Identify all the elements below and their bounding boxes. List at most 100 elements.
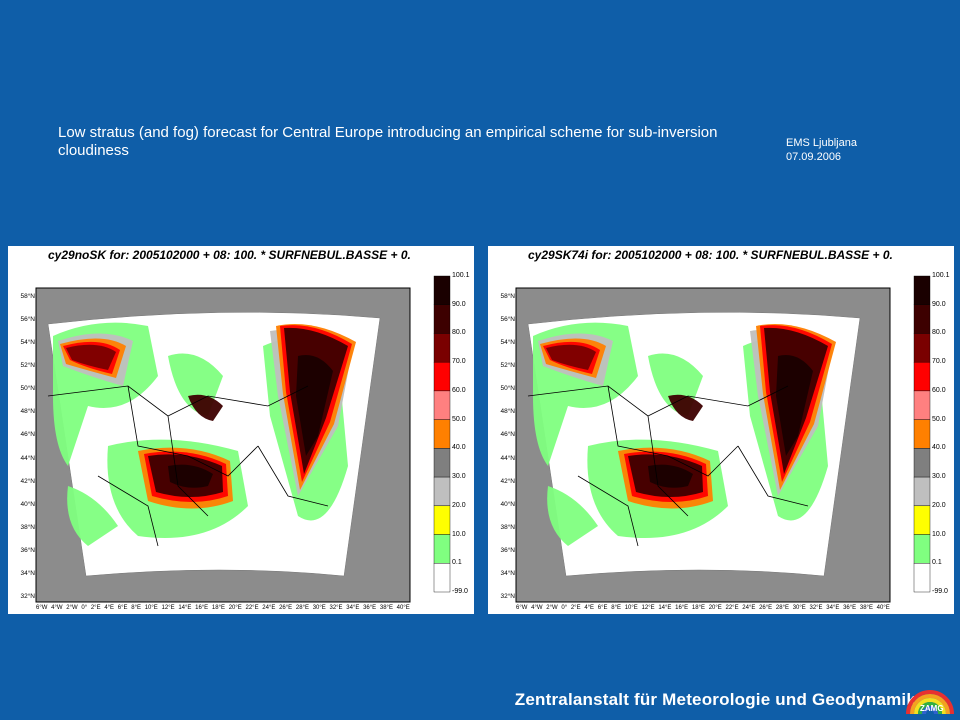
cloud-cover-region [776,355,813,456]
latitude-label: 56°N [20,316,35,324]
cloud-cover-field [533,322,836,546]
latitude-label: 54°N [500,339,515,347]
map-title: cy29SK74i for: 2005102000 + 08: 100. * S… [528,248,893,262]
latitude-label: 44°N [500,454,515,462]
longitude-label: 12°E [641,605,655,611]
colorbar-label: 100.1 [452,272,470,279]
colorbar-segment [433,563,451,593]
longitude-axis: 6°W 4°W 2°W 0° 2°E 4°E 6°E 8°E 10°E 12°E 14°E 16°E 1… [516,604,890,613]
longitude-label: 34°E [826,605,840,611]
latitude-label: 52°N [500,362,515,370]
latitude-label: 46°N [20,431,35,439]
longitude-label: 2°W [546,605,558,611]
latitude-label: 54°N [20,339,35,347]
event-date: 07.09.2006 [786,151,842,163]
longitude-label: 40°E [876,605,890,611]
longitude-label: 4°W [51,605,63,611]
colorbar-segment [433,333,451,363]
longitude-label: 20°E [708,605,722,611]
map-title: cy29noSK for: 2005102000 + 08: 100. * SU… [48,248,411,262]
longitude-label: 26°E [279,605,293,611]
colorbar-segment [913,476,931,507]
event-name: EMS Ljubljana [786,137,857,149]
longitude-label: 14°E [178,605,192,611]
latitude-label: 46°N [500,431,515,439]
longitude-label: 28°E [775,605,789,611]
longitude-label: 4°E [584,605,595,611]
colorbar-label: 30.0 [932,473,946,481]
map-plot [35,275,451,603]
longitude-label: 6°W [516,605,528,611]
longitude-label: 22°E [725,605,739,611]
colorbar-label: 60.0 [932,386,946,394]
longitude-label: 18°E [211,605,225,611]
colorbar-label: 60.0 [452,386,466,394]
colorbar-label: 40.0 [932,444,946,452]
map-panel-right: cy29SK74i for: 2005102000 + 08: 100. * S… [488,246,954,614]
latitude-label: 48°N [20,408,35,416]
cloud-cover-region [67,486,118,546]
longitude-label: 36°E [363,605,377,611]
colorbar-segment [913,448,931,478]
colorbar-label: 100.1 [932,272,950,279]
latitude-label: 38°N [500,523,515,531]
longitude-label: 32°E [329,605,343,611]
latitude-label: 40°N [20,500,35,508]
colorbar-segment [913,505,931,535]
longitude-label: 20°E [228,605,242,611]
colorbar-segment [433,361,451,392]
latitude-label: 44°N [20,454,35,462]
longitude-label: 2°E [570,605,581,611]
colorbar-segment [433,390,451,420]
latitude-label: 34°N [20,569,35,577]
longitude-label: 26°E [759,605,773,611]
colorbar-segment [913,419,931,449]
colorbar-label: 90.0 [932,300,946,308]
longitude-label: 10°E [144,605,158,611]
colorbar-label: 40.0 [452,444,466,452]
colorbar-label: 10.0 [452,530,466,538]
colorbar-label: 80.0 [452,329,466,337]
longitude-label: 0° [561,605,568,611]
longitude-label: 24°E [742,605,756,611]
longitude-label: 2°W [66,605,78,611]
colorbar-label: 80.0 [932,329,946,337]
longitude-label: 10°E [624,605,638,611]
colorbar-segment [913,304,931,334]
longitude-label: 22°E [245,605,259,611]
colorbar-label: -99.0 [932,588,948,595]
longitude-label: 18°E [691,605,705,611]
colorbar-label: 0.1 [452,559,462,567]
colorbar-segment [433,476,451,507]
colorbar-segment [913,361,931,392]
colorbar-label: -99.0 [452,588,468,595]
colorbar-label: 50.0 [452,415,466,423]
colorbar-label: 90.0 [452,300,466,308]
longitude-label: 6°E [597,605,608,611]
country-borders [47,385,329,547]
cloud-cover-field [53,322,356,546]
latitude-label: 56°N [500,316,515,324]
colorbar-segment [433,304,451,334]
map-plot [515,275,931,603]
colorbar-label: 20.0 [452,501,466,509]
colorbar-segment [913,390,931,420]
longitude-label: 32°E [809,605,823,611]
colorbar-segment [913,333,931,363]
colorbar-segment [433,448,451,478]
colorbar-label: 50.0 [932,415,946,423]
colorbar-label: 10.0 [932,530,946,538]
longitude-label: 16°E [195,605,209,611]
cloud-cover-region [66,344,116,370]
longitude-label: 34°E [346,605,360,611]
latitude-label: 48°N [500,408,515,416]
longitude-label: 36°E [843,605,857,611]
zamg-rainbow-logo: ZAMG [906,690,954,715]
longitude-label: 4°E [104,605,115,611]
country-borders [527,385,809,547]
longitude-label: 38°E [859,605,873,611]
longitude-label: 8°E [611,605,621,611]
longitude-axis: 6°W 4°W 2°W 0° 2°E 4°E 6°E 8°E 10°E 12°E 14°E 16°E 1… [36,604,410,613]
slide-title: Low stratus (and fog) forecast for Centr… [58,124,718,159]
longitude-label: 2°E [90,605,101,611]
